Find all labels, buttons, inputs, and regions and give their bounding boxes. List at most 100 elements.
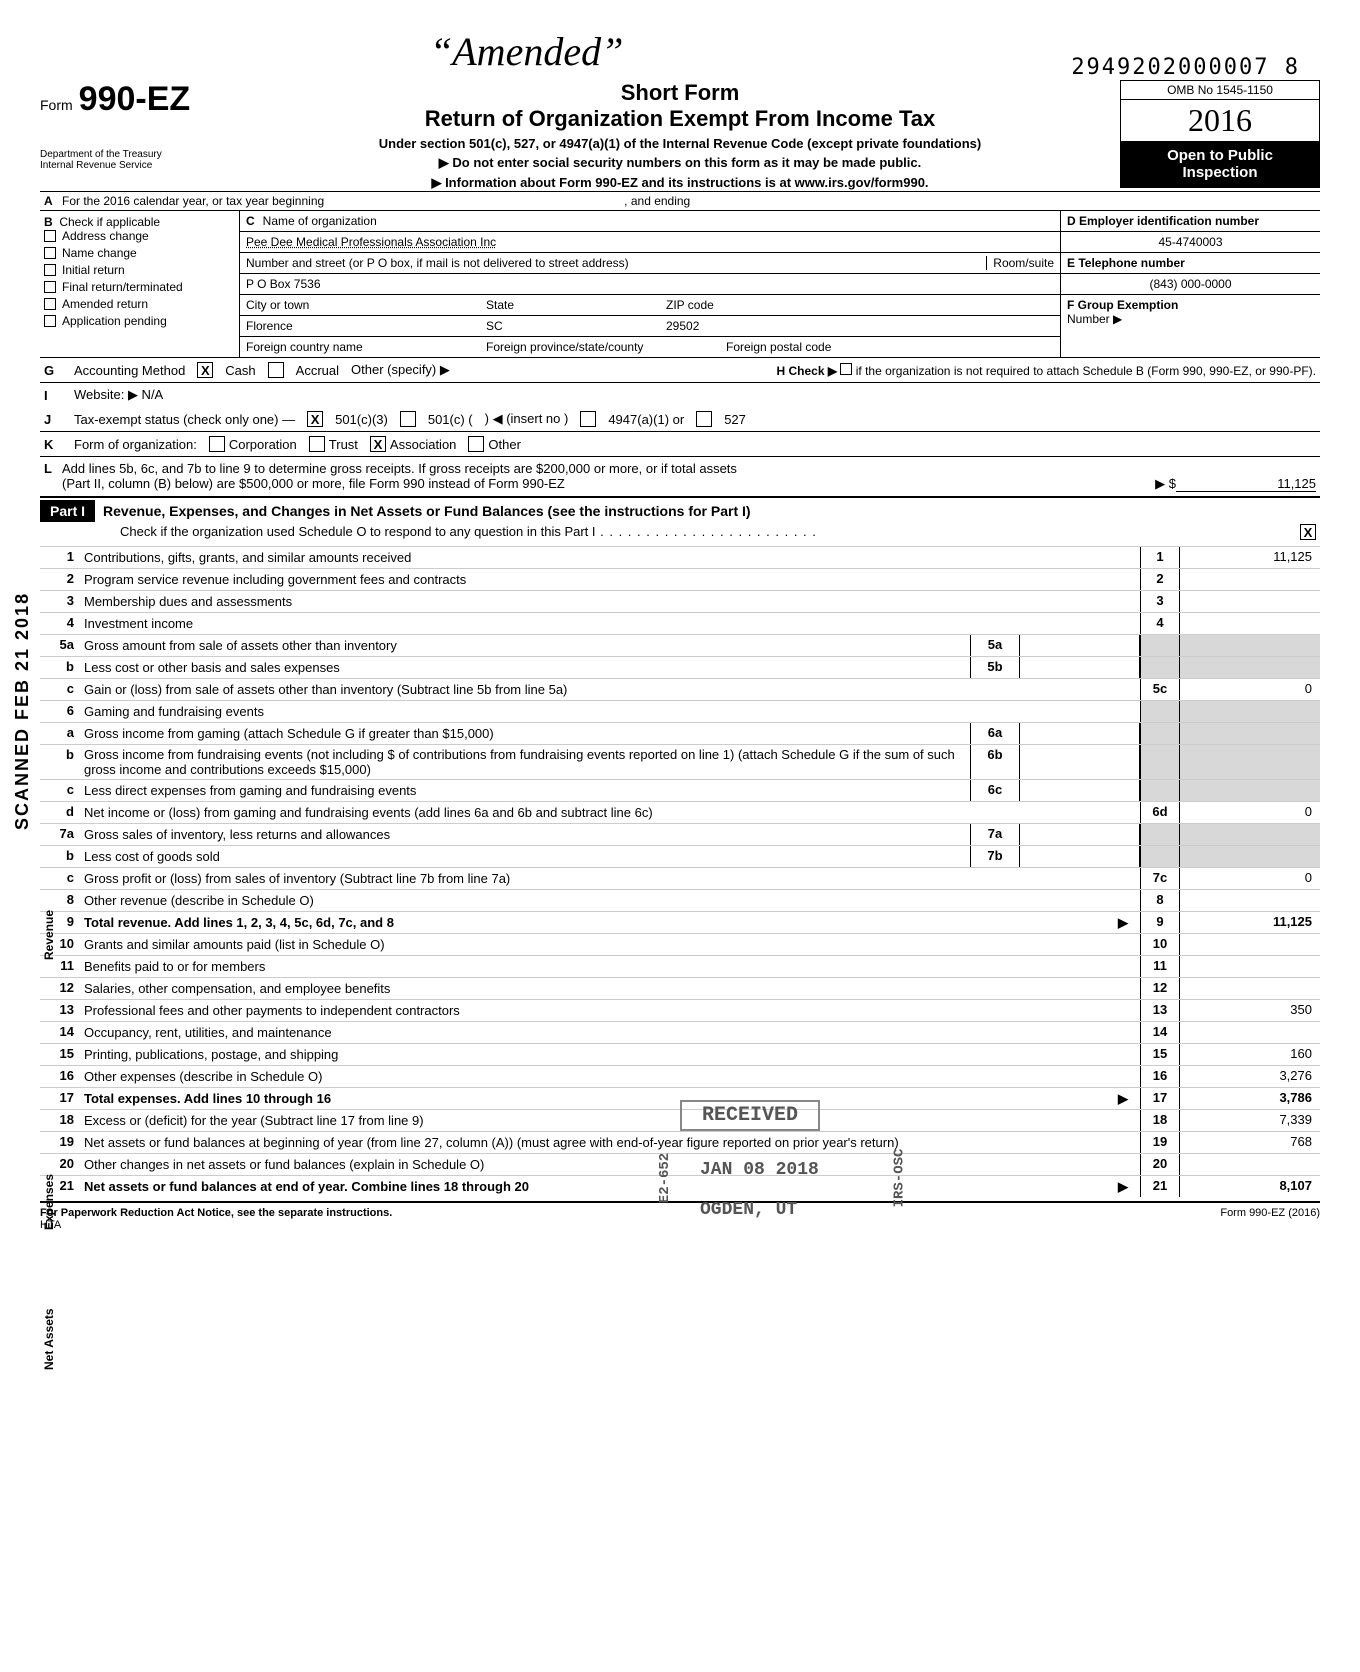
e-lbl: E Telephone number [1067, 256, 1185, 270]
title-donot: ▶ Do not enter social security numbers o… [260, 155, 1100, 171]
line-rnum: 19 [1140, 1132, 1180, 1153]
checkbox[interactable] [44, 281, 56, 293]
501c3-checkbox[interactable]: X [307, 411, 323, 427]
line-rnum [1140, 780, 1180, 801]
line-desc: Other expenses (describe in Schedule O) [80, 1066, 1140, 1087]
formorg-checkbox[interactable] [209, 436, 225, 452]
chk-label: Address change [62, 229, 149, 243]
chk-label: Application pending [62, 314, 167, 328]
line-rval [1180, 956, 1320, 977]
line-rnum [1140, 635, 1180, 656]
line-rval [1180, 701, 1320, 722]
state-lbl: State [486, 298, 666, 312]
line-rnum: 2 [1140, 569, 1180, 590]
col-d: D Employer identification number 45-4740… [1060, 211, 1320, 357]
part1-sub: Check if the organization used Schedule … [40, 522, 1320, 546]
mid-label: 5b [970, 657, 1020, 678]
line-rval [1180, 569, 1320, 590]
label-a: A [44, 194, 62, 208]
line-rnum: 8 [1140, 890, 1180, 911]
h-checkbox[interactable] [840, 363, 852, 375]
line-rval [1180, 1022, 1320, 1043]
line-desc: Less cost of goods sold [80, 846, 970, 867]
line-rval: 3,276 [1180, 1066, 1320, 1087]
dept-treasury: Department of the Treasury [40, 149, 240, 160]
line-rnum: 16 [1140, 1066, 1180, 1087]
line-rval [1180, 723, 1320, 744]
ein: 45-4740003 [1061, 232, 1320, 253]
city-lbl: City or town [246, 298, 486, 312]
line-rval [1180, 978, 1320, 999]
line-num: c [40, 780, 80, 801]
4947-checkbox[interactable] [580, 411, 596, 427]
cash-checkbox[interactable]: X [197, 362, 213, 378]
checkbox[interactable] [44, 298, 56, 310]
line-rval [1180, 657, 1320, 678]
form-number: 990-EZ [79, 80, 191, 119]
dept-irs: Internal Revenue Service [40, 160, 240, 171]
line-rnum: 17 [1140, 1088, 1180, 1109]
received-stamp: RECEIVED [680, 1100, 820, 1131]
line-rval [1180, 934, 1320, 955]
line-desc: Professional fees and other payments to … [80, 1000, 1140, 1021]
line-desc: Other changes in net assets or fund bala… [80, 1154, 1140, 1175]
formorg-label: Trust [329, 437, 358, 452]
gross-receipts: 11,125 [1176, 476, 1316, 492]
line-num: a [40, 723, 80, 744]
h-lbl: H Check ▶ [776, 364, 837, 378]
formorg-checkbox[interactable] [468, 436, 484, 452]
line-desc: Printing, publications, postage, and shi… [80, 1044, 1140, 1065]
mid-label: 5a [970, 635, 1020, 656]
line-rval [1180, 745, 1320, 779]
501c-checkbox[interactable] [400, 411, 416, 427]
received-date: JAN 08 2018 [700, 1160, 819, 1180]
phone: (843) 000-0000 [1061, 274, 1320, 295]
line-rnum: 9 [1140, 912, 1180, 933]
line-num: 3 [40, 591, 80, 612]
rowl-arrow: ▶ $ [1155, 476, 1176, 492]
stamp-code1: E2-652 [657, 1153, 673, 1203]
line-rval [1180, 846, 1320, 867]
527-checkbox[interactable] [696, 411, 712, 427]
checkbox[interactable] [44, 247, 56, 259]
formorg-checkbox[interactable]: X [370, 436, 386, 452]
side-revenue: Revenue [42, 910, 56, 960]
formorg-checkbox[interactable] [309, 436, 325, 452]
line-num: 15 [40, 1044, 80, 1065]
line-desc: Gaming and fundraising events [80, 701, 1140, 722]
checkbox[interactable] [44, 230, 56, 242]
rowg-text: Accounting Method [74, 363, 185, 378]
line-desc: Benefits paid to or for members [80, 956, 1140, 977]
line-rnum: 7c [1140, 868, 1180, 889]
title-under: Under section 501(c), 527, or 4947(a)(1)… [260, 136, 1100, 151]
label-c: C [246, 214, 255, 228]
row-g: G Accounting Method XCash Accrual Other … [40, 358, 1320, 383]
checkbox[interactable] [44, 315, 56, 327]
open-public: Open to Public Inspection [1121, 141, 1319, 187]
title-sub: Return of Organization Exempt From Incom… [260, 106, 1100, 132]
line-desc: Gross income from fundraising events (no… [80, 745, 970, 779]
title-info: ▶ Information about Form 990-EZ and its … [260, 175, 1100, 191]
4947: 4947(a)(1) or [608, 412, 684, 427]
accrual-checkbox[interactable] [268, 362, 284, 378]
line-rval: 350 [1180, 1000, 1320, 1021]
line-desc: Gross profit or (loss) from sales of inv… [80, 868, 1140, 889]
line-rval: 3,786 [1180, 1088, 1320, 1109]
footer: For Paperwork Reduction Act Notice, see … [40, 1207, 1320, 1219]
stamp-code2: IRS-OSC [891, 1149, 907, 1208]
checkbox[interactable] [44, 264, 56, 276]
line-rnum [1140, 657, 1180, 678]
line-rval [1180, 1154, 1320, 1175]
line-rnum: 4 [1140, 613, 1180, 634]
mid-label: 6c [970, 780, 1020, 801]
formorg-label: Other [488, 437, 521, 452]
colb-hdr: Check if applicable [59, 215, 160, 229]
schedule-o-checkbox[interactable]: X [1300, 524, 1316, 540]
chk-label: Amended return [62, 297, 148, 311]
line-rnum: 13 [1140, 1000, 1180, 1021]
line-rval: 0 [1180, 679, 1320, 700]
line-num: b [40, 846, 80, 867]
side-netassets: Net Assets [42, 1308, 56, 1370]
501c: 501(c) ( [428, 412, 473, 427]
line-num: 5a [40, 635, 80, 656]
